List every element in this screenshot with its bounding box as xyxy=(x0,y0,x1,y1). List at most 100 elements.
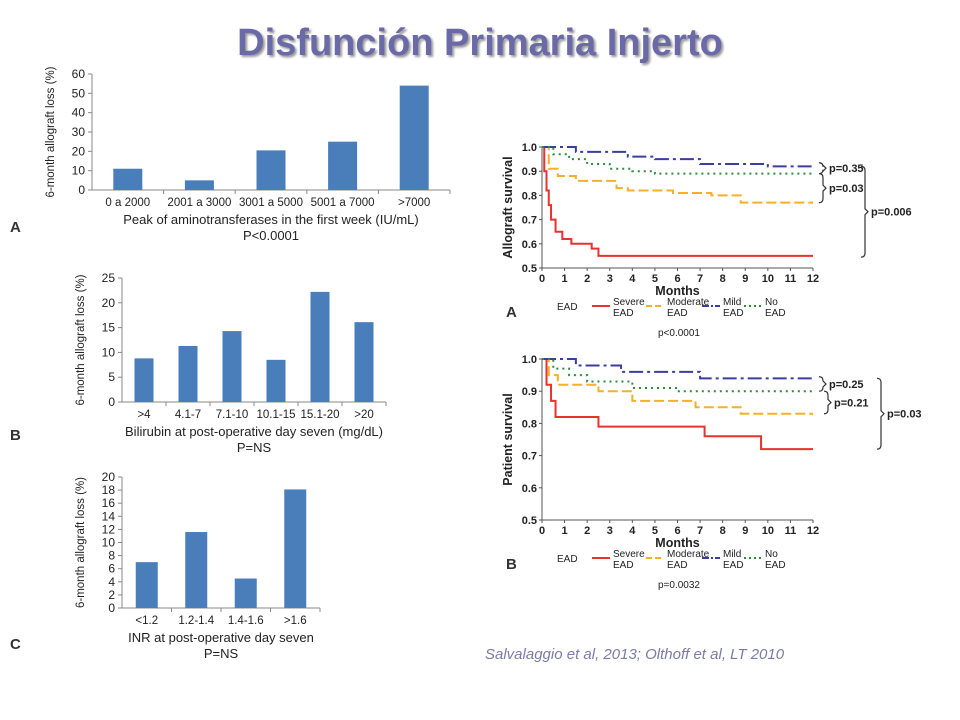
legend-label: Severe EAD xyxy=(613,549,645,571)
series-line-mild-ead xyxy=(542,358,813,380)
p-value-label: P=NS xyxy=(204,646,239,661)
series-line-no-ead xyxy=(542,358,813,393)
x-tick-label: 5001 a 7000 xyxy=(311,197,375,209)
p-value-label: p=0.0032 xyxy=(658,580,700,591)
x-tick-label: 2 xyxy=(584,273,590,285)
legend-title: EAD xyxy=(557,554,578,565)
x-tick-label: 3 xyxy=(607,273,613,285)
x-tick-label: 9 xyxy=(742,525,748,537)
y-tick-label: 0.9 xyxy=(522,166,537,178)
bar xyxy=(310,291,330,402)
y-tick-label: 0.6 xyxy=(522,483,537,495)
x-axis-label: Months xyxy=(655,536,699,550)
x-axis-label: Months xyxy=(655,284,699,298)
bar xyxy=(284,489,307,608)
series-line-moderate-ead xyxy=(542,146,813,204)
x-tick-label: 10 xyxy=(762,273,774,285)
x-tick-label: >20 xyxy=(354,409,374,421)
series-line-mild-ead xyxy=(542,146,813,168)
bar-chart-aminotransferases: 0 10 20 30 40 50 60 0 a 2000 2001 a 3000 3001 a 5… xyxy=(10,66,451,243)
legend-label: Moderate EAD xyxy=(667,297,710,319)
km-chart-patient-survival: 0.50.60.70.80.91.00 1 2 3 4 5 6 7 8 9 10 11 12Patien… xyxy=(501,354,922,591)
bar xyxy=(266,359,286,402)
y-tick-label: 0.5 xyxy=(522,263,537,275)
x-tick-label: 3 xyxy=(607,525,613,537)
panel-letter: B xyxy=(10,427,21,444)
bar xyxy=(184,180,214,190)
p-value-label: P=NS xyxy=(237,440,272,455)
y-tick-label: 1.0 xyxy=(522,142,537,154)
x-tick-label: 4.1-7 xyxy=(175,409,201,421)
x-tick-label: >1.6 xyxy=(284,615,307,627)
legend-title: EAD xyxy=(557,302,578,313)
bar xyxy=(222,331,242,402)
y-axis-label: Allograft survival xyxy=(501,156,515,258)
legend-label: Mild EAD xyxy=(723,549,744,571)
bar xyxy=(399,85,429,190)
bar xyxy=(354,322,374,402)
y-tick-label: 60 xyxy=(72,67,86,81)
x-tick-label: 9 xyxy=(742,273,748,285)
bar-chart-bilirubin: 0 5 10 15 20 25 >4 4.1-7 7.1-10 10.1-15 15.1-20 >20… xyxy=(10,271,387,455)
x-tick-label: <1.2 xyxy=(135,615,158,627)
x-tick-label: 4 xyxy=(629,525,636,537)
bar xyxy=(234,578,257,608)
bar xyxy=(185,532,208,608)
x-tick-label: 6 xyxy=(674,525,680,537)
x-tick-label: 2 xyxy=(584,525,590,537)
x-tick-label: 6 xyxy=(674,273,680,285)
x-tick-label: 7 xyxy=(697,525,703,537)
citation: Salvalaggio et al, 2013; Olthoff et al, … xyxy=(485,646,785,663)
x-tick-label: 3001 a 5000 xyxy=(239,197,303,209)
p-value-label: P<0.0001 xyxy=(243,228,299,243)
slide-title: Disfunción Primaria Injerto xyxy=(237,22,723,64)
x-tick-label: >4 xyxy=(137,409,151,421)
y-tick-label: 20 xyxy=(72,144,86,158)
y-tick-label: 30 xyxy=(72,125,86,139)
x-tick-label: 12 xyxy=(807,525,819,537)
y-tick-label: 14 xyxy=(102,509,116,523)
comparison-bracket xyxy=(818,173,827,204)
legend-label: Severe EAD xyxy=(613,297,645,319)
legend-label: No EAD xyxy=(765,549,786,571)
bar xyxy=(135,562,158,608)
bar xyxy=(328,141,358,190)
x-tick-label: 7.1-10 xyxy=(216,409,249,421)
bar xyxy=(256,150,286,190)
p-value-label: p<0.0001 xyxy=(658,328,700,339)
y-axis-label: Patient survival xyxy=(501,393,515,485)
comparison-bracket xyxy=(823,390,832,415)
y-tick-label: 40 xyxy=(72,106,86,120)
y-tick-label: 0 xyxy=(108,601,115,615)
x-tick-label: 5 xyxy=(652,525,658,537)
y-tick-label: 0.8 xyxy=(522,190,537,202)
y-tick-label: 20 xyxy=(102,296,116,310)
x-axis-label: Bilirubin at post-operative day seven (m… xyxy=(125,424,383,439)
legend-label: Moderate EAD xyxy=(667,549,710,571)
panel-letter: A xyxy=(506,304,517,321)
y-tick-label: 0.8 xyxy=(522,418,537,430)
x-tick-label: 8 xyxy=(720,525,726,537)
x-tick-label: >7000 xyxy=(398,197,430,209)
comparison-p-value: p=0.03 xyxy=(829,183,864,195)
x-tick-label: 1 xyxy=(562,273,568,285)
x-tick-label: 7 xyxy=(697,273,703,285)
bar xyxy=(113,168,143,190)
y-tick-label: 4 xyxy=(108,575,115,589)
y-tick-label: 1.0 xyxy=(522,354,537,366)
series-line-no-ead xyxy=(542,146,813,175)
y-tick-label: 0.7 xyxy=(522,215,537,227)
x-tick-label: 0 xyxy=(539,273,545,285)
comparison-bracket xyxy=(860,165,869,258)
comparison-bracket xyxy=(818,162,827,175)
km-chart-allograft-survival: 0.50.60.70.80.91.00 1 2 3 4 5 6 7 8 9 10 11 12Allogr… xyxy=(501,142,912,339)
x-tick-label: 8 xyxy=(720,273,726,285)
y-tick-label: 0.9 xyxy=(522,386,537,398)
y-axis-label: 6-month allograft loss (%) xyxy=(45,66,57,197)
y-tick-label: 2 xyxy=(108,588,115,602)
bar xyxy=(134,358,154,402)
comparison-p-value: p=0.03 xyxy=(887,409,922,421)
y-tick-label: 20 xyxy=(102,470,116,484)
x-tick-label: 10.1-15 xyxy=(256,409,295,421)
